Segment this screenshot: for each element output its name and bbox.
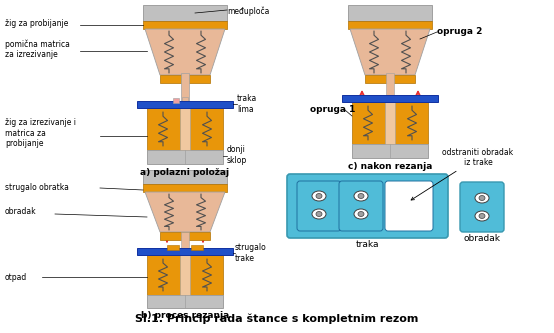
Text: opruga 2: opruga 2	[437, 27, 483, 36]
Bar	[143, 170, 227, 184]
Bar	[342, 95, 438, 102]
Bar	[181, 73, 189, 101]
Bar	[385, 102, 395, 144]
Bar	[160, 232, 210, 240]
Polygon shape	[350, 29, 430, 75]
Bar	[352, 144, 428, 158]
Polygon shape	[145, 192, 225, 232]
Bar	[147, 295, 223, 308]
Text: međuploča: međuploča	[227, 7, 269, 17]
Bar	[173, 98, 179, 103]
Bar	[352, 102, 428, 144]
Bar	[348, 5, 432, 21]
Text: otpad: otpad	[5, 272, 27, 281]
Ellipse shape	[479, 213, 485, 218]
Ellipse shape	[316, 211, 322, 216]
Text: žig za probijanje: žig za probijanje	[5, 20, 68, 29]
Text: a) polazni položaj: a) polazni položaj	[140, 168, 229, 177]
Ellipse shape	[358, 211, 364, 216]
FancyBboxPatch shape	[460, 182, 504, 232]
Ellipse shape	[475, 193, 489, 203]
FancyBboxPatch shape	[297, 181, 341, 231]
Bar	[386, 73, 394, 110]
Text: obradak: obradak	[5, 207, 37, 216]
Text: c) nakon rezanja: c) nakon rezanja	[348, 162, 432, 171]
Text: b) proces rezanja: b) proces rezanja	[141, 311, 229, 320]
Bar	[182, 97, 188, 112]
Text: traka: traka	[356, 240, 379, 249]
Text: obradak: obradak	[464, 234, 500, 243]
Ellipse shape	[316, 193, 322, 198]
FancyBboxPatch shape	[339, 181, 383, 231]
Bar	[137, 248, 233, 255]
Bar	[147, 255, 223, 295]
Bar	[143, 5, 227, 21]
Bar	[143, 184, 227, 192]
Bar	[137, 101, 233, 108]
Bar	[147, 108, 223, 150]
Polygon shape	[145, 29, 225, 75]
Bar	[143, 21, 227, 29]
FancyBboxPatch shape	[287, 174, 448, 238]
Text: Sl.1. Princip rada štance s kompletnim rezom: Sl.1. Princip rada štance s kompletnim r…	[135, 313, 419, 324]
Ellipse shape	[312, 209, 326, 219]
Bar	[348, 21, 432, 29]
Text: žig za izrezivanje i
matrica za
probijanje: žig za izrezivanje i matrica za probijan…	[5, 118, 76, 148]
Bar	[181, 232, 189, 268]
Bar	[147, 150, 223, 164]
Ellipse shape	[475, 211, 489, 221]
Bar	[180, 108, 190, 150]
Text: odstraniti obradak
iz trake: odstraniti obradak iz trake	[411, 148, 514, 200]
Bar	[167, 245, 179, 250]
FancyBboxPatch shape	[385, 181, 433, 231]
Ellipse shape	[354, 191, 368, 201]
Bar	[191, 245, 203, 250]
Bar	[365, 75, 415, 83]
Text: traka
lima: traka lima	[237, 94, 257, 114]
Ellipse shape	[358, 193, 364, 198]
Text: strugalo
trake: strugalo trake	[235, 243, 266, 263]
Ellipse shape	[312, 191, 326, 201]
Text: donji
sklop: donji sklop	[227, 145, 247, 165]
Text: opruga 1: opruga 1	[310, 105, 355, 114]
Ellipse shape	[479, 195, 485, 200]
Ellipse shape	[354, 209, 368, 219]
Text: pomična matrica
za izrezivanje: pomična matrica za izrezivanje	[5, 39, 70, 59]
Bar	[180, 255, 190, 295]
Bar	[160, 75, 210, 83]
Text: strugalo obratka: strugalo obratka	[5, 182, 69, 191]
